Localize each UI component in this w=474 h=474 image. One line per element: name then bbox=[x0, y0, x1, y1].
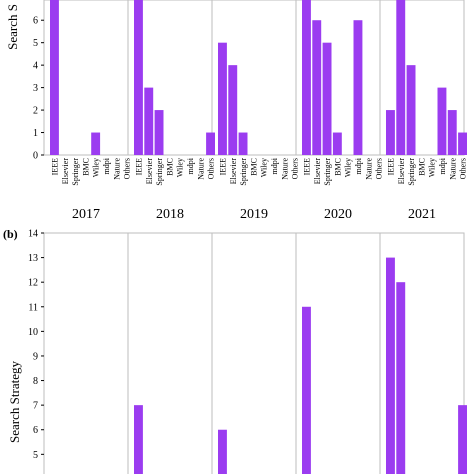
x-tick-label-a: Others bbox=[207, 158, 216, 179]
x-tick-label-a: BMC bbox=[81, 158, 90, 176]
x-tick-label-a: Nature bbox=[364, 158, 373, 180]
bar-b-g4-c7 bbox=[458, 405, 467, 474]
y-tick-label-a: 0 bbox=[33, 151, 38, 162]
y-tick-label-b: 13 bbox=[28, 253, 38, 264]
group-label-2021: 2021 bbox=[408, 207, 436, 222]
y-tick-label-a: 2 bbox=[33, 106, 38, 117]
x-tick-label-a: IEEE bbox=[386, 158, 395, 175]
bar-a-2021-mdpi bbox=[437, 87, 447, 155]
bar-a-2019-Springer bbox=[238, 132, 248, 155]
bar-a-2021-Nature bbox=[447, 110, 457, 155]
plot-frame-b bbox=[43, 232, 465, 474]
x-tick-label-a: Springer bbox=[71, 158, 80, 186]
y-tick-label-a: 6 bbox=[33, 16, 38, 27]
bar-a-2020-mdpi bbox=[353, 20, 363, 155]
x-tick-label-a: Wiley bbox=[260, 158, 269, 177]
group-label-2019: 2019 bbox=[240, 207, 268, 222]
bar-b-g4-c1 bbox=[396, 282, 406, 474]
bar-a-2020-Springer bbox=[322, 42, 332, 155]
x-tick-label-a: IEEE bbox=[218, 158, 227, 175]
bar-b-g1-c0 bbox=[134, 405, 143, 474]
bar-a-2021-IEEE bbox=[386, 110, 395, 155]
group-label-2018: 2018 bbox=[156, 207, 184, 222]
panel-b: 5 6 7 8 9 10 11 12 13 14 (b) Search Strategy bbox=[3, 227, 467, 474]
x-tick-label-a: Wiley bbox=[428, 158, 437, 177]
x-tick-label-a: Elsevier bbox=[145, 158, 154, 185]
x-tick-label-a: Springer bbox=[155, 158, 164, 186]
x-tick-label-a: Elsevier bbox=[61, 158, 70, 185]
x-tick-label-a: Nature bbox=[196, 158, 205, 180]
y-tick-label-b: 12 bbox=[28, 278, 38, 289]
bar-b-g2-c0 bbox=[218, 429, 227, 474]
bar-a-2020-IEEE bbox=[302, 0, 311, 155]
group-label-2017: 2017 bbox=[72, 207, 100, 222]
bar-a-2019-Elsevier bbox=[228, 65, 238, 155]
x-tick-label-a: Elsevier bbox=[229, 158, 238, 185]
bar-a-2018-Springer bbox=[154, 110, 164, 155]
y-tick-label-b: 8 bbox=[33, 376, 38, 387]
x-tick-label-a: IEEE bbox=[134, 158, 143, 175]
bar-a-2017-Wiley bbox=[91, 132, 101, 155]
x-tick-label-a: BMC bbox=[249, 158, 258, 176]
x-tick-label-a: mdpi bbox=[102, 157, 111, 174]
bar-a-2021-Others bbox=[458, 132, 467, 155]
x-tick-label-a: Others bbox=[123, 158, 132, 179]
x-tick-label-a: Elsevier bbox=[313, 158, 322, 185]
y-tick-label-a: 1 bbox=[33, 128, 38, 139]
y-tick-label-a: 5 bbox=[33, 38, 38, 49]
bar-a-2021-Springer bbox=[406, 65, 416, 155]
x-tick-label-a: mdpi bbox=[438, 157, 447, 174]
y-tick-label-b: 10 bbox=[28, 327, 38, 338]
x-tick-label-a: Others bbox=[459, 158, 468, 179]
x-tick-label-a: Nature bbox=[448, 158, 457, 180]
x-tick-label-a: Springer bbox=[239, 158, 248, 186]
bar-a-2021-Elsevier bbox=[396, 0, 406, 155]
bar-a-2018-Elsevier bbox=[144, 87, 154, 155]
x-tick-label-a: Elsevier bbox=[397, 158, 406, 185]
bar-b-g3-c0 bbox=[302, 306, 311, 474]
x-tick-label-a: Nature bbox=[112, 158, 121, 180]
x-tick-label-a: Wiley bbox=[176, 158, 185, 177]
y-tick-label-b: 5 bbox=[33, 450, 38, 461]
bar-a-2017-IEEE bbox=[50, 0, 59, 155]
x-tick-label-a: Springer bbox=[407, 158, 416, 186]
x-tick-label-a: BMC bbox=[417, 158, 426, 176]
bar-b-g4-c0 bbox=[386, 257, 395, 474]
bar-a-2018-Others bbox=[206, 132, 215, 155]
y-tick-label-b: 7 bbox=[33, 401, 38, 412]
y-tick-label-a: 3 bbox=[33, 83, 38, 94]
y-tick-label-b: 9 bbox=[33, 351, 38, 362]
x-tick-label-a: Springer bbox=[323, 158, 332, 186]
x-tick-label-a: Others bbox=[375, 158, 384, 179]
panel-label-b: (b) bbox=[3, 227, 18, 241]
x-tick-label-a: IEEE bbox=[302, 158, 311, 175]
group-label-2020: 2020 bbox=[324, 207, 352, 222]
y-axis-label-a: Search S bbox=[5, 4, 20, 50]
plot-frame-a bbox=[43, 0, 465, 156]
x-tick-label-a: Nature bbox=[280, 158, 289, 180]
x-tick-label-a: BMC bbox=[333, 158, 342, 176]
x-tick-label-a: IEEE bbox=[50, 158, 59, 175]
x-tick-label-a: mdpi bbox=[270, 157, 279, 174]
y-tick-label-a: 4 bbox=[33, 61, 38, 72]
bar-a-2020-BMC bbox=[332, 132, 342, 155]
bar-a-2020-Elsevier bbox=[312, 20, 322, 155]
bar-a-2019-IEEE bbox=[218, 42, 227, 155]
y-tick-label-b: 14 bbox=[28, 229, 38, 240]
y-axis-label-b: Search Strategy bbox=[7, 361, 22, 443]
x-tick-label-a: BMC bbox=[165, 158, 174, 176]
y-tick-label-b: 11 bbox=[28, 302, 38, 313]
x-tick-label-a: mdpi bbox=[354, 157, 363, 174]
x-tick-label-a: Wiley bbox=[344, 158, 353, 177]
bar-a-2018-IEEE bbox=[134, 0, 143, 155]
x-tick-label-a: mdpi bbox=[186, 157, 195, 174]
y-tick-label-b: 6 bbox=[33, 425, 38, 436]
x-tick-label-a: Others bbox=[291, 158, 300, 179]
x-tick-label-a: Wiley bbox=[92, 158, 101, 177]
